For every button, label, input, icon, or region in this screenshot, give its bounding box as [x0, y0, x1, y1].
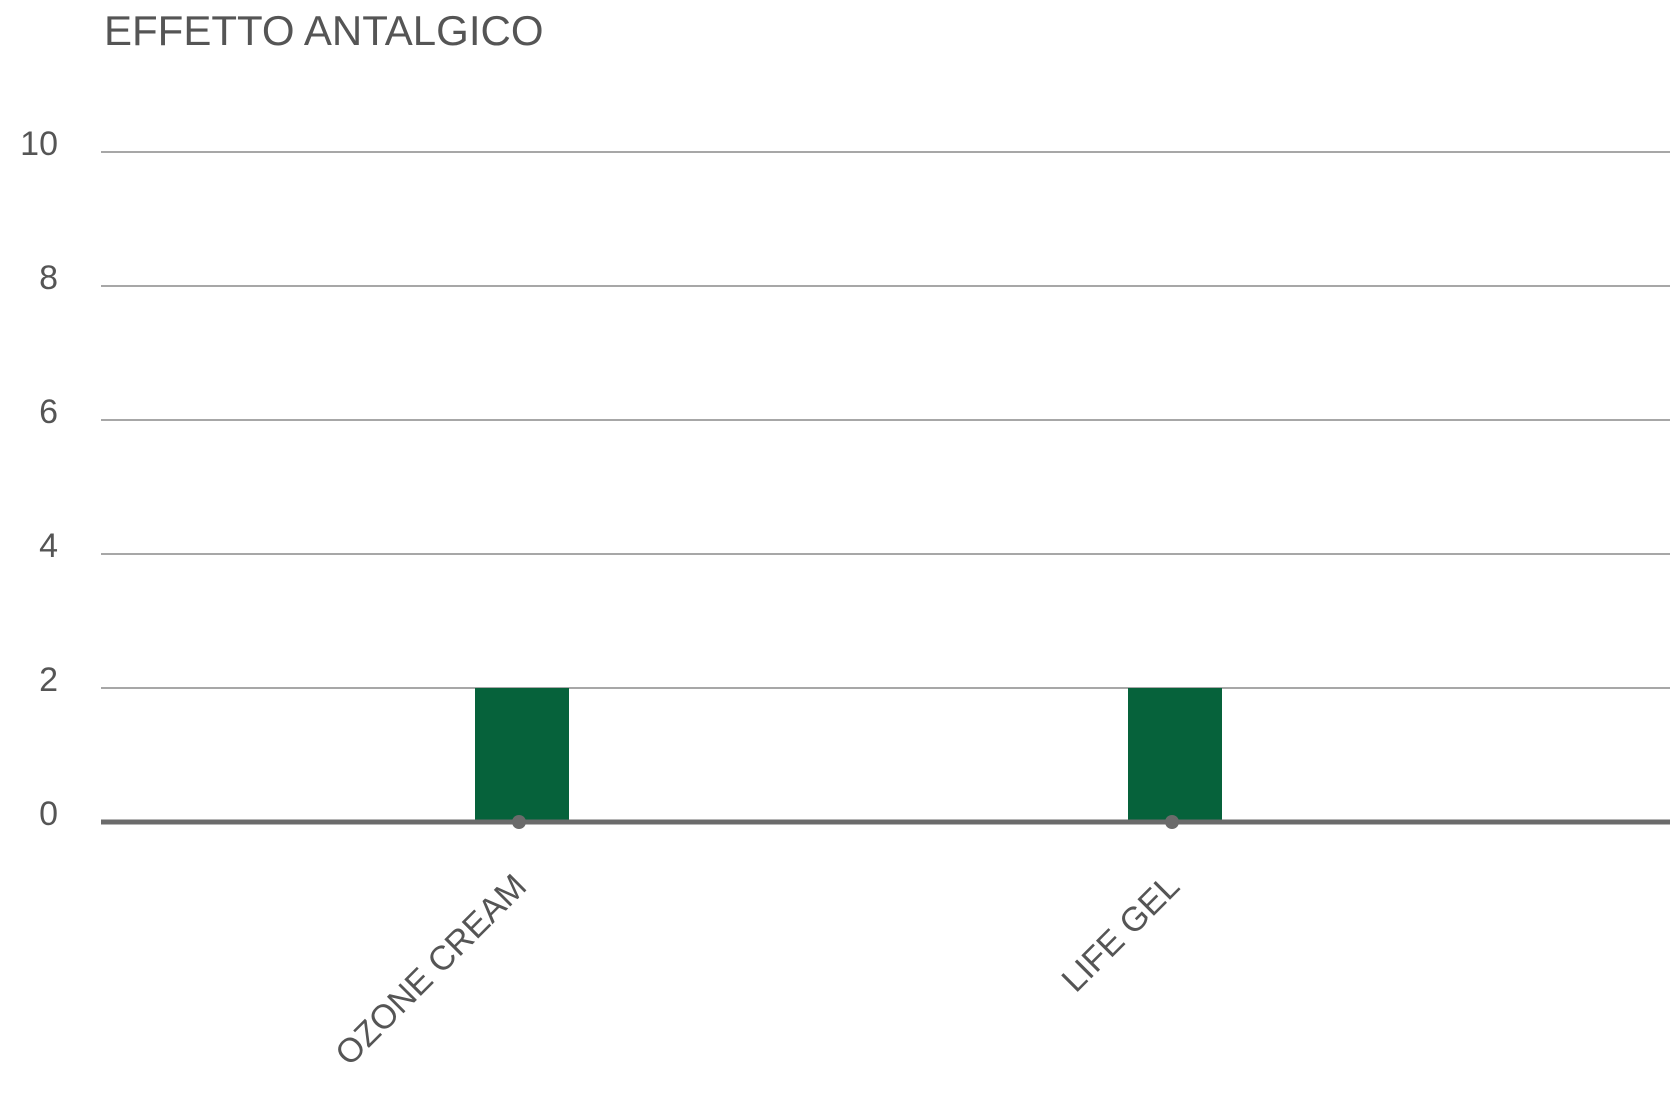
- y-tick-label: 8: [39, 259, 58, 297]
- y-tick-label: 4: [39, 527, 58, 565]
- axis-dot: [512, 815, 526, 829]
- y-tick-label: 6: [39, 393, 58, 431]
- bar: [475, 688, 569, 822]
- y-tick-label: 2: [39, 661, 58, 699]
- y-tick-label: 10: [20, 125, 58, 163]
- y-tick-label: 0: [39, 795, 58, 833]
- x-tick-label: LIFE GEL: [1055, 867, 1187, 999]
- x-tick-label: OZONE CREAM: [328, 867, 534, 1073]
- axis-dot: [1165, 815, 1179, 829]
- chart-title: EFFETTO ANTALGICO: [104, 7, 544, 54]
- bar: [1128, 688, 1222, 822]
